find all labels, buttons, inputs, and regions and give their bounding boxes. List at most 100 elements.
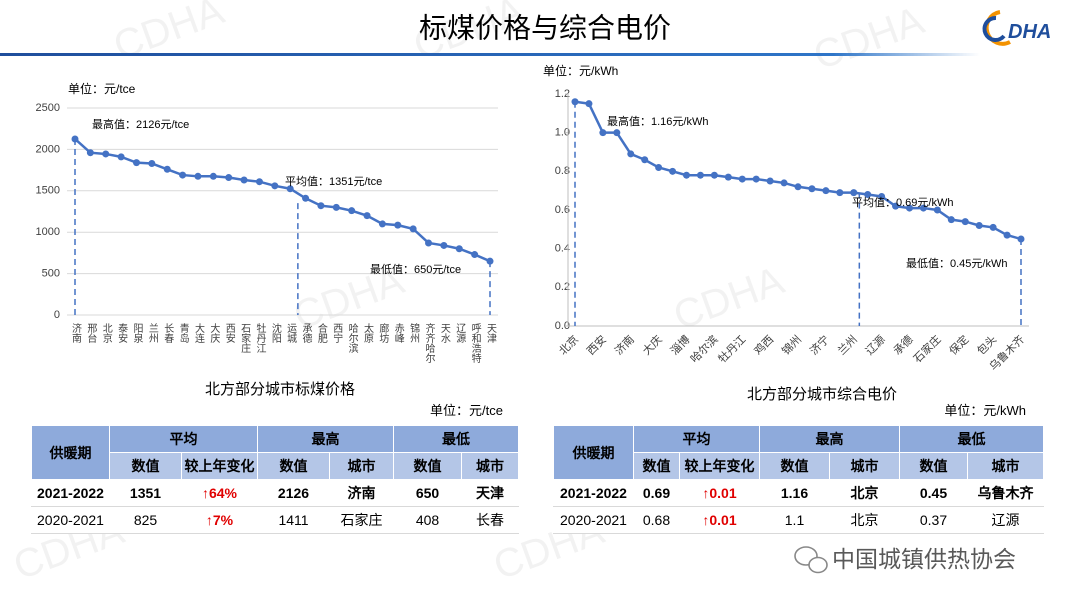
data-point <box>255 178 263 186</box>
x-tick-label: 齐齐哈尔 <box>423 322 435 363</box>
y-tick-label: 1500 <box>36 185 60 197</box>
x-tick-label: 沈阳 <box>269 322 281 343</box>
header-row: 供暖期 平均 最高 最低 <box>553 425 1044 480</box>
data-point <box>117 153 125 161</box>
data-point <box>975 221 983 229</box>
table-cell: 长春 <box>461 506 519 534</box>
table-cell: 北京 <box>829 506 900 534</box>
data-point <box>486 257 494 265</box>
logo-text: DHA <box>1008 21 1051 43</box>
data-point <box>102 150 110 158</box>
data-point <box>696 171 704 179</box>
table-cell: 1.16 <box>759 479 830 507</box>
header-cell: 最低 <box>899 425 1044 453</box>
header-line <box>0 53 980 56</box>
watermark: CDHA <box>108 0 230 68</box>
subheader-cell: 城市 <box>329 452 394 480</box>
data-point <box>425 239 433 247</box>
x-tick-label: 牡丹江 <box>715 332 748 365</box>
table-cell: 2020-2021 <box>31 506 110 534</box>
data-point <box>599 129 607 137</box>
x-tick-label: 石家庄 <box>239 323 251 354</box>
header-cell: 供暖期 <box>553 425 634 480</box>
annotation: 平均值：0.69元/kWh <box>852 196 953 209</box>
y-tick-label: 1000 <box>36 226 60 238</box>
x-tick-label: 赤峰 <box>392 323 404 343</box>
data-point <box>655 163 663 171</box>
data-point <box>738 175 746 183</box>
x-tick-label: 大庆 <box>208 322 220 344</box>
header-cell: 平均 <box>109 425 258 453</box>
x-tick-label: 大连 <box>192 322 204 344</box>
x-tick-label: 包头 <box>974 333 999 358</box>
x-tick-label: 辽源 <box>454 323 466 344</box>
x-tick-label: 兰州 <box>835 333 860 358</box>
chart-title: 北方部分城市综合电价 <box>747 386 897 403</box>
x-tick-label: 锦州 <box>779 332 804 357</box>
annotation: 平均值：1351元/tce <box>285 175 382 188</box>
x-tick-label: 廊坊 <box>377 322 389 344</box>
data-point <box>822 187 830 195</box>
table-cell: ↑7% <box>181 506 258 534</box>
x-tick-label: 承德 <box>300 323 312 344</box>
x-tick-label: 西宁 <box>331 323 343 343</box>
data-table: 供暖期 平均 最高 最低 数值 较上年变化 数值 城市 数值 城市 2021-2022 0.69 ↑0.… <box>553 425 1044 534</box>
table-cell: ↑64% <box>181 479 258 507</box>
data-point <box>86 149 94 157</box>
data-point <box>286 185 294 193</box>
data-point <box>179 171 187 179</box>
icon-bubble <box>794 546 818 566</box>
x-tick-label: 泰安 <box>116 322 128 344</box>
data-point <box>194 172 202 180</box>
slide-title: 标煤价格与综合电价 <box>419 12 671 43</box>
subheader-cell: 较上年变化 <box>181 452 258 480</box>
watermark: CDHA <box>808 0 930 78</box>
x-tick-label: 牡丹江 <box>254 322 266 353</box>
annotation: 最低值：0.45元/kWh <box>906 257 1007 270</box>
data-point <box>440 241 448 249</box>
x-tick-label: 合肥 <box>315 322 327 344</box>
header-cell: 最高 <box>759 425 900 453</box>
x-tick-label: 呼和浩特 <box>469 323 481 363</box>
data-point <box>864 191 872 199</box>
x-tick-label: 哈尔滨 <box>346 322 358 354</box>
x-tick-label: 青岛 <box>177 322 189 344</box>
table-cell: 乌鲁木齐 <box>967 479 1044 507</box>
annotation: 最高值：2126元/tce <box>92 117 189 131</box>
y-tick-label: 0 <box>54 309 60 321</box>
x-tick-label: 天津 <box>485 323 497 344</box>
table-row: 2020-2021 825 ↑7% 1411 石家庄 408 长春 <box>31 506 519 534</box>
y-tick-label: 2500 <box>36 102 60 114</box>
data-point <box>225 174 233 182</box>
logo-arc <box>982 15 1006 42</box>
table-cell: 北京 <box>829 479 900 507</box>
table-cell: 2021-2022 <box>31 479 110 507</box>
table-cell: 408 <box>393 506 462 534</box>
x-tick-label: 北京 <box>556 332 581 357</box>
data-point <box>271 182 279 190</box>
icon-bubble <box>808 556 828 574</box>
table-unit: 单位：元/tce <box>430 403 503 418</box>
data-point <box>148 159 156 167</box>
data-point <box>348 207 356 215</box>
header-row: 供暖期 平均 最高 最低 <box>31 425 519 480</box>
data-point <box>919 204 927 212</box>
unit-label: 单位：元/tce <box>68 81 136 96</box>
x-tick-label: 天水 <box>438 323 450 343</box>
x-tick-label: 锦州 <box>408 322 420 343</box>
x-tick-label: 大庆 <box>639 332 664 357</box>
data-line <box>74 138 491 263</box>
subheader-cell: 城市 <box>967 452 1044 480</box>
x-tick-label: 济南 <box>70 322 82 343</box>
table-cell: 济南 <box>329 479 394 507</box>
table-cell: 650 <box>393 479 462 507</box>
subheader-cell: 城市 <box>829 452 900 480</box>
y-tick-label: 0.0 <box>555 320 570 332</box>
x-tick-label: 邢台 <box>85 323 97 344</box>
data-point <box>613 129 621 137</box>
x-tick-label: 长春 <box>162 323 174 344</box>
table-cell: 2126 <box>257 479 330 507</box>
data-point <box>989 223 997 231</box>
x-tick-label: 太原 <box>362 322 374 343</box>
